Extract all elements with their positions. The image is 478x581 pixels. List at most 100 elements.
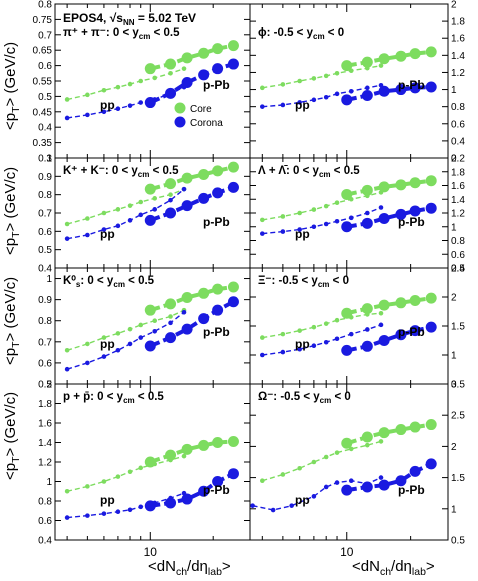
data-point: [165, 298, 177, 310]
data-point: [361, 56, 373, 68]
data-point: [341, 307, 353, 319]
data-point: [280, 472, 286, 477]
panel-label: Ω⁻: -0.5 < ycm​ < 0: [258, 391, 351, 405]
data-point: [323, 484, 329, 490]
data-point: [297, 328, 302, 333]
data-point: [138, 100, 144, 105]
data-point: [348, 88, 354, 94]
data-point: [198, 69, 210, 81]
panel-label: Λ + Λ̄: 0 < ycm​ < 0.5: [258, 165, 360, 179]
data-point: [365, 210, 370, 216]
y-tick-label: 0.8: [38, 0, 52, 11]
y-tick-label: 1.5: [451, 322, 465, 333]
data-point: [165, 497, 177, 509]
data-point: [280, 229, 286, 234]
y-tick-label: 1.2: [451, 209, 465, 220]
data-point: [348, 215, 354, 221]
data-point: [198, 313, 210, 325]
panel-label: ϕ: -0.5 < ycm​ < 0: [258, 27, 344, 41]
data-point: [198, 192, 210, 204]
y-tick-label: 0.75: [33, 15, 53, 26]
data-point: [165, 332, 177, 344]
data-point: [361, 481, 373, 493]
data-point: [334, 480, 340, 485]
data-point: [227, 161, 239, 173]
data-point: [341, 437, 353, 449]
y-tick-label: 0.6: [451, 250, 465, 261]
y-tick-label: 0.8: [451, 102, 465, 113]
panel-label: p + p̄: 0 < ycm​ < 0.5: [63, 391, 164, 405]
y-tick-label: 3: [451, 380, 457, 391]
data-point: [85, 360, 90, 366]
y-tick-label: 1.4: [451, 51, 465, 62]
data-point: [361, 431, 373, 443]
data-point: [260, 85, 265, 91]
label-ppb: p-Pb: [203, 78, 230, 92]
data-point: [168, 192, 173, 197]
panel-frame: [249, 383, 449, 541]
data-point: [289, 503, 294, 508]
data-point: [280, 102, 286, 108]
data-point: [101, 227, 107, 232]
legend-core-label: Core: [190, 104, 212, 115]
series-line-core-pp: [262, 191, 382, 221]
y-tick-label: 0.8: [38, 190, 52, 201]
y-tick-label: 0.4: [38, 536, 52, 547]
data-point: [425, 458, 437, 470]
data-point: [181, 292, 193, 304]
data-point: [378, 439, 384, 444]
y-tick-label: 1: [451, 222, 457, 233]
y-tick-label: 1: [46, 274, 52, 285]
data-point: [334, 336, 340, 342]
y-tick-label: 1: [46, 477, 52, 488]
y-tick-label: 0.5: [38, 245, 52, 256]
y-tick-label: 0.7: [38, 209, 52, 220]
data-point: [334, 200, 340, 205]
data-point: [101, 335, 107, 340]
data-point: [425, 292, 437, 304]
data-point: [280, 331, 286, 337]
data-point: [144, 456, 156, 468]
data-point: [378, 322, 384, 328]
data-point: [395, 208, 407, 220]
x-axis-title-left: <dNch/dηlab>: [148, 558, 231, 578]
data-point: [138, 335, 144, 340]
y-tick-label: 0.7: [38, 30, 52, 41]
y-tick-label: 2: [451, 442, 457, 453]
data-point: [138, 78, 144, 84]
data-point: [334, 218, 340, 224]
data-point: [348, 446, 354, 452]
panel-label: K⁰s​: 0 < ycm​ < 0.5: [63, 274, 155, 289]
data-point: [227, 181, 239, 193]
data-point: [409, 82, 421, 94]
data-point: [198, 439, 210, 451]
data-point: [198, 485, 210, 497]
data-point: [341, 344, 353, 356]
data-point: [212, 165, 224, 177]
data-point: [341, 221, 353, 233]
data-point: [311, 76, 317, 81]
y-axis-title-row-1: <pT> (GeV/c): [2, 41, 22, 130]
data-point: [425, 46, 437, 58]
y-tick-label: 2: [451, 293, 457, 304]
data-point: [323, 454, 329, 460]
data-point: [323, 321, 329, 326]
data-point: [198, 169, 210, 180]
y-tick-label: 0.7: [38, 337, 52, 348]
data-point: [260, 478, 265, 484]
y-tick-label: 0.5: [38, 380, 52, 391]
data-point: [378, 85, 390, 97]
y-tick-label: 1.4: [451, 195, 465, 206]
data-point: [212, 476, 224, 487]
data-point: [361, 340, 373, 352]
data-point: [212, 187, 224, 199]
data-point: [323, 94, 329, 100]
x-tick-label: 10: [144, 545, 158, 559]
data-point: [250, 503, 255, 508]
data-point: [409, 294, 421, 306]
data-point: [144, 97, 156, 109]
y-tick-label: 0.65: [33, 46, 53, 57]
data-point: [115, 106, 121, 112]
data-point: [85, 484, 90, 489]
data-point: [311, 97, 317, 103]
